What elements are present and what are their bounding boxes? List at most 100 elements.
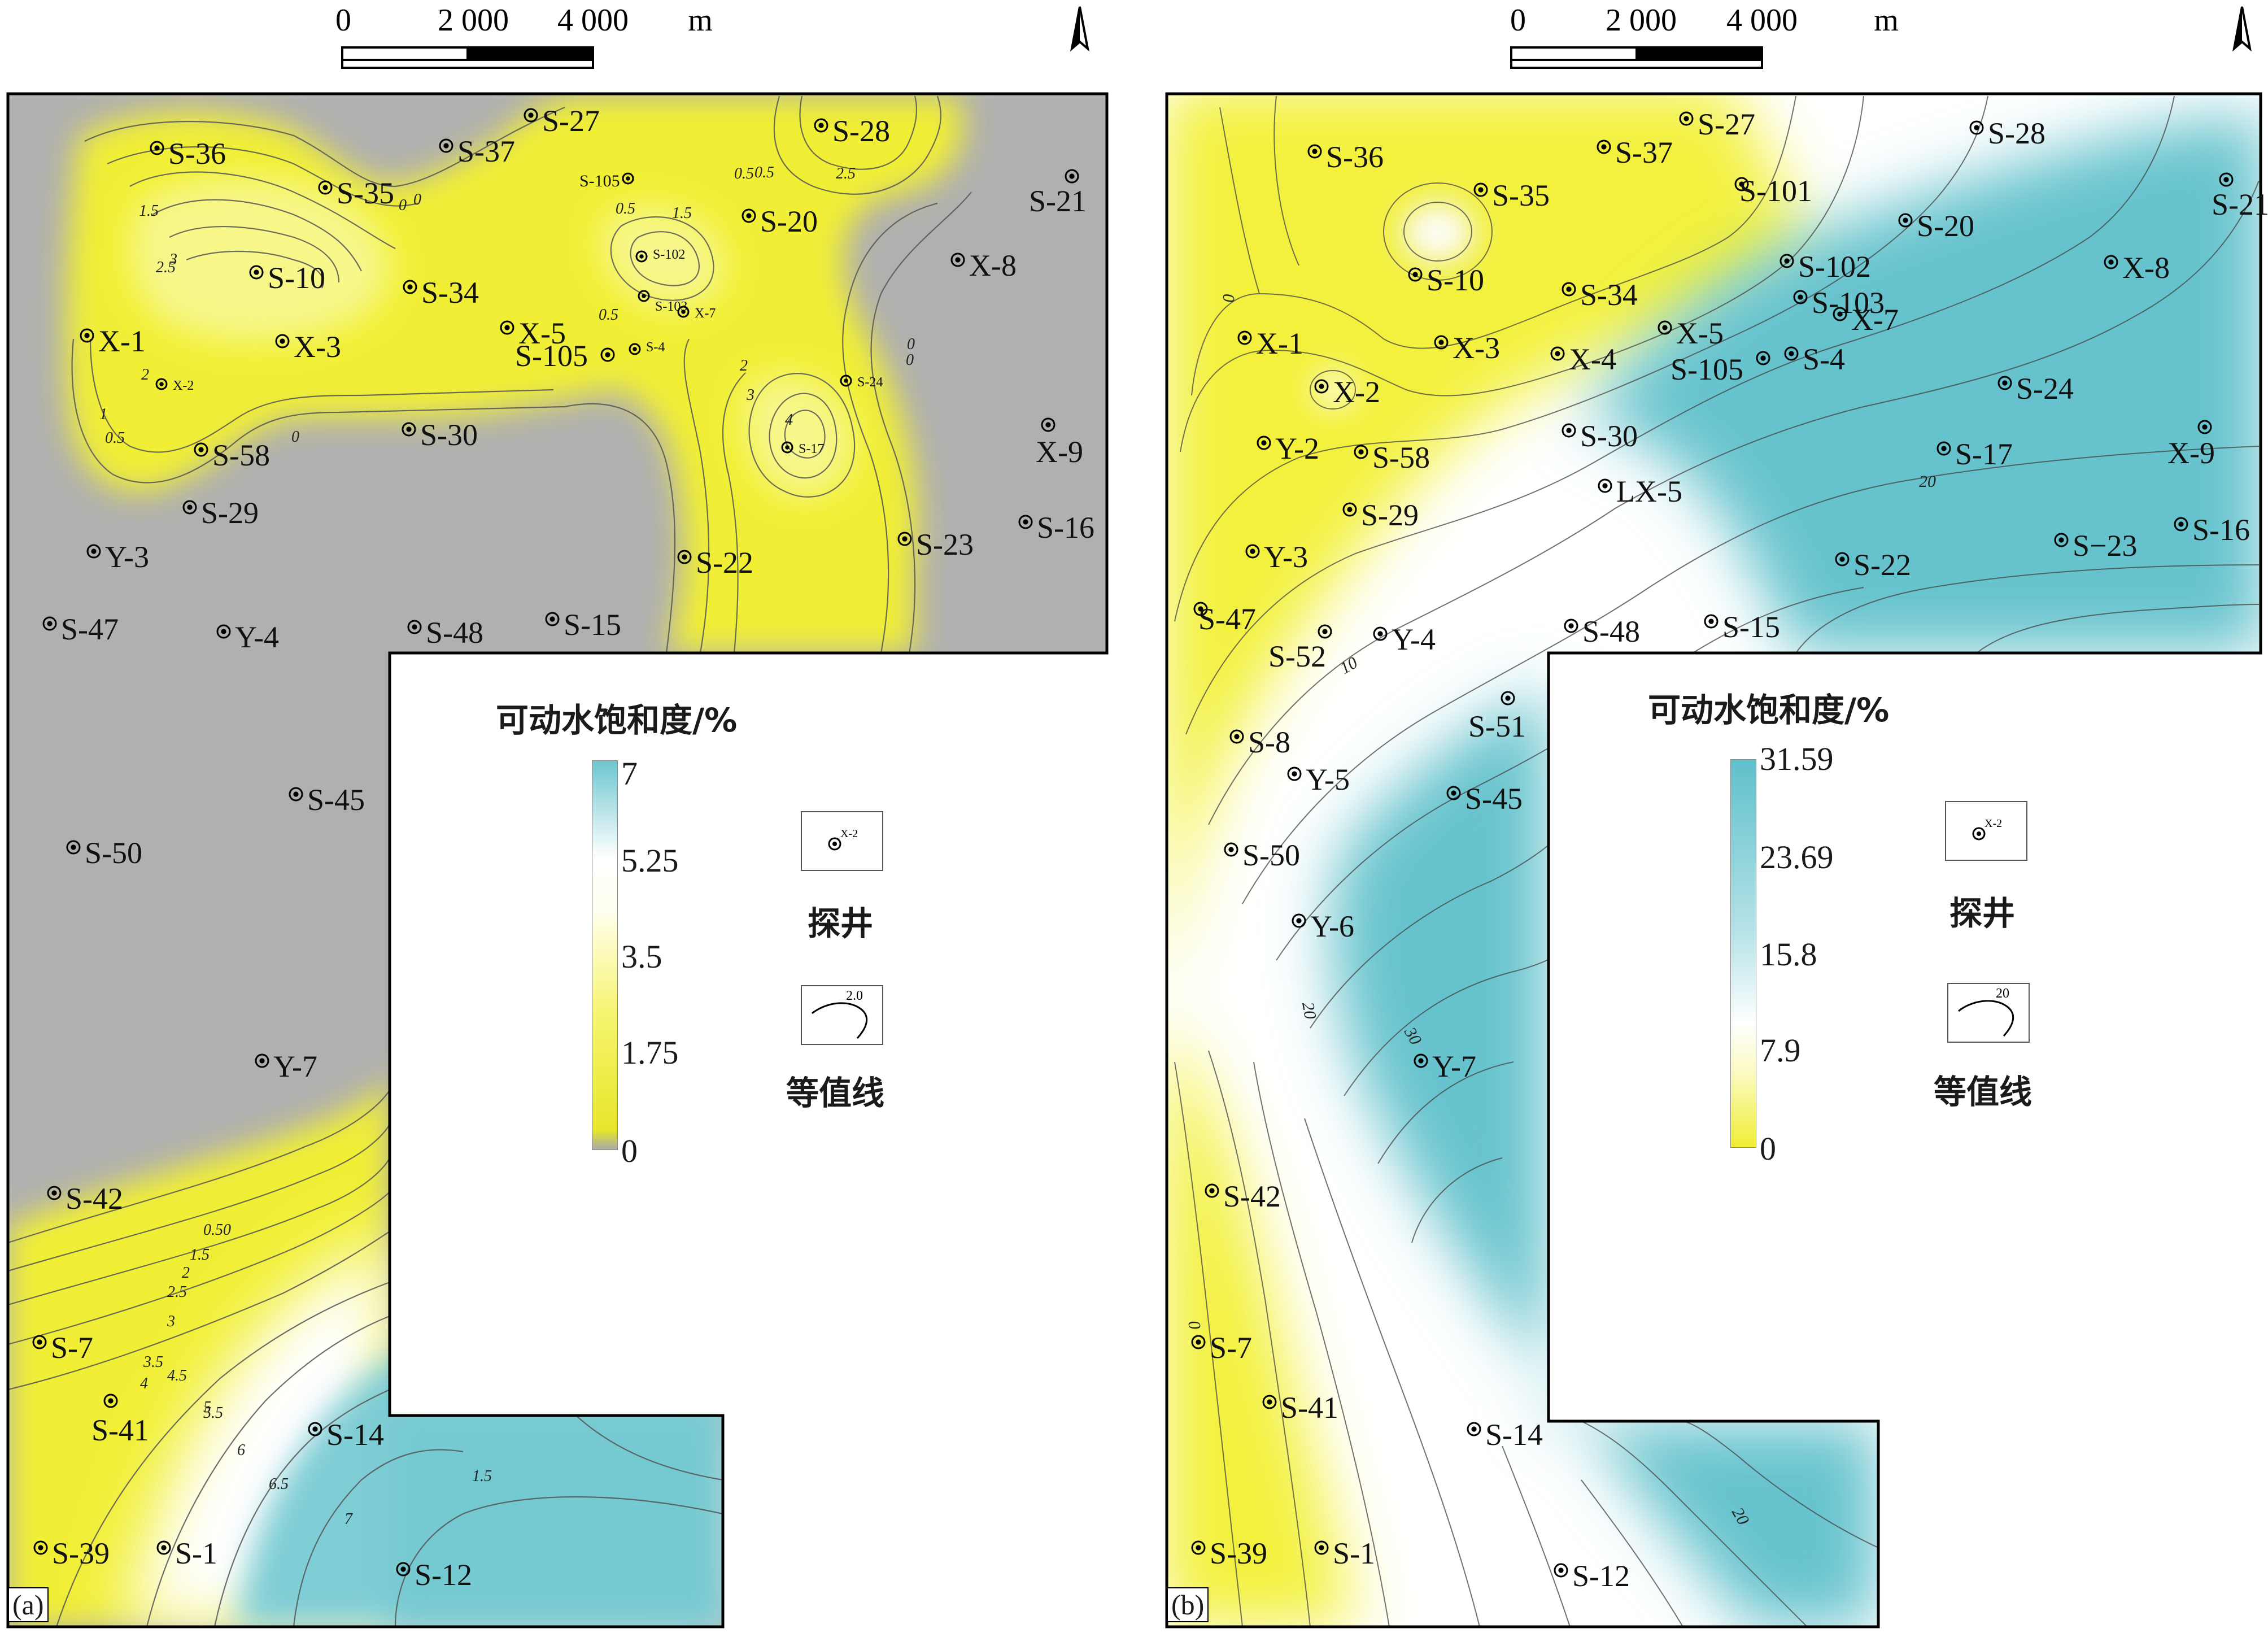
well-marker-dot	[528, 112, 534, 118]
well-marker: X-3	[275, 330, 341, 364]
well-marker-icon	[1756, 351, 1770, 365]
well-label: S-14	[1485, 1418, 1543, 1452]
well-marker: S-14	[1467, 1418, 1543, 1452]
legend-contour-symbol-a: 2.0	[801, 985, 883, 1045]
well-marker-icon	[1467, 1422, 1481, 1436]
well-marker-dot	[1296, 918, 1302, 924]
well-marker: S-16	[1018, 511, 1094, 545]
legend-well-sample: X-2	[840, 828, 858, 840]
well-marker-dot	[51, 1190, 57, 1196]
well-marker-icon	[249, 265, 264, 280]
contour-label: 0	[1184, 1319, 1204, 1331]
well-marker-icon	[1597, 140, 1611, 154]
well-marker-dot	[47, 621, 53, 626]
north-arrow-icon	[2232, 6, 2252, 52]
well-marker-dot	[1209, 1188, 1215, 1194]
well-marker: S-23	[897, 528, 974, 561]
colorbar-tick: 0	[1760, 1130, 1776, 1167]
well-marker-dot	[1196, 1339, 1201, 1345]
well-label: S-8	[1248, 725, 1290, 759]
well-marker: S-36	[150, 137, 226, 171]
well-label: S-37	[1615, 136, 1673, 169]
well-marker-icon	[1314, 379, 1329, 394]
well-marker: S-105	[579, 172, 634, 190]
well-marker-dot	[412, 624, 417, 630]
well-marker: S-101	[1734, 174, 1812, 208]
well-marker-icon	[897, 532, 912, 546]
well-marker-icon	[80, 328, 94, 343]
well-marker-icon	[1679, 111, 1694, 126]
well-label: S-39	[1210, 1536, 1267, 1570]
well-marker-dot	[605, 352, 610, 358]
well-marker-icon	[781, 441, 793, 454]
contour-label: 0	[1219, 294, 1238, 302]
well-marker-dot	[1438, 339, 1444, 345]
well-marker-dot	[1228, 847, 1234, 852]
well-marker-dot	[84, 333, 90, 338]
well-marker: S-41	[1262, 1391, 1338, 1425]
well-marker: S-58	[194, 438, 270, 472]
well-label: S-30	[1580, 419, 1638, 453]
well-marker: S-42	[1205, 1179, 1281, 1213]
contour-label: 2	[740, 357, 748, 374]
well-marker-icon	[1446, 786, 1461, 800]
well-marker-dot	[1837, 311, 1843, 317]
legend-title-a: 可动水饱和度/%	[496, 701, 738, 739]
well-marker-icon	[622, 172, 634, 185]
well-marker: S-34	[403, 276, 479, 310]
well-label: S-27	[542, 104, 600, 138]
well-label: S-1	[1333, 1536, 1375, 1570]
well-label: X-7	[1851, 303, 1899, 337]
well-marker-dot	[406, 426, 412, 432]
contour-label: 3	[746, 386, 754, 404]
well-marker: S-48	[407, 616, 483, 650]
well-marker-dot	[1267, 1399, 1272, 1405]
well-label: S-52	[1268, 639, 1326, 673]
well-label: S-4	[646, 340, 665, 355]
well-marker-dot	[293, 791, 299, 797]
well-marker-icon	[1191, 1335, 1206, 1349]
well-label: X-5	[518, 316, 566, 350]
well-marker-dot	[1798, 294, 1803, 300]
well-marker-icon	[638, 290, 650, 302]
well-marker-dot	[1242, 335, 1248, 341]
well-marker-icon	[66, 840, 81, 855]
well-marker: S-39	[33, 1536, 110, 1570]
well-marker-dot	[1478, 187, 1484, 193]
well-marker: S-58	[1354, 441, 1430, 474]
well-marker-icon	[1408, 267, 1423, 282]
contour-label: 5	[203, 1399, 211, 1416]
well-label: S-20	[1917, 209, 1974, 243]
legend-title-b: 可动水饱和度/%	[1648, 691, 1890, 729]
well-marker: S-12	[1554, 1559, 1630, 1593]
contour-label: 6	[237, 1442, 245, 1459]
well-marker-dot	[161, 1545, 167, 1551]
well-marker: X-4	[1550, 342, 1616, 376]
well-label: X-5	[1676, 316, 1724, 350]
scale-unit: m	[1874, 3, 1899, 38]
well-label: S-103	[1812, 286, 1885, 320]
well-marker-dot	[549, 616, 555, 622]
well-marker-icon	[2219, 172, 2234, 187]
well-marker-dot	[1784, 258, 1790, 264]
well-marker-icon	[1434, 335, 1449, 350]
well-marker: S-27	[524, 104, 600, 138]
colorbar-tick: 23.69	[1760, 839, 1834, 876]
well-marker-icon	[1501, 691, 1515, 706]
well-marker: S-52	[1268, 624, 1332, 673]
well-label: S-45	[307, 783, 365, 817]
well-marker-dot	[1234, 734, 1240, 739]
well-label: Y-4	[1392, 622, 1436, 656]
legend-well-sample: X-2	[1985, 817, 2002, 830]
well-marker-dot	[1322, 629, 1328, 634]
well-marker-icon	[1564, 619, 1578, 633]
well-marker: LX-5	[1598, 474, 1682, 508]
well-label: S-12	[415, 1558, 472, 1592]
well-marker-dot	[322, 185, 328, 190]
well-marker-dot	[159, 382, 164, 386]
contour-label: 2.5	[836, 165, 856, 182]
well-marker: S-16	[2174, 513, 2250, 547]
well-marker-icon	[1354, 445, 1368, 459]
well-label: LX-5	[1616, 474, 1682, 508]
